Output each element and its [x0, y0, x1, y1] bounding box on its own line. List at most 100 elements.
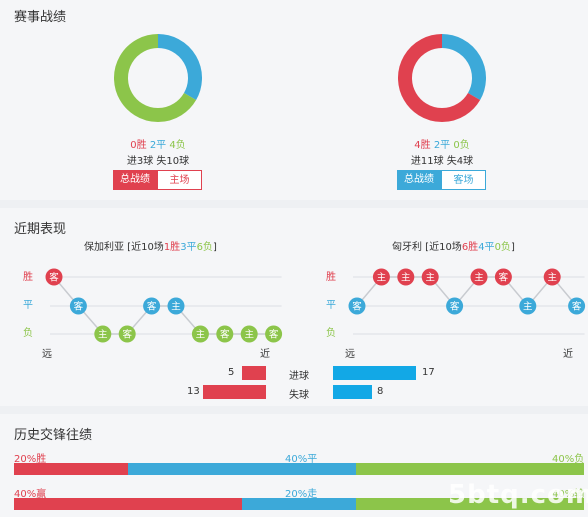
right-record-donut — [398, 34, 486, 122]
right-form-marker: 主 — [543, 268, 561, 286]
left-tab-home[interactable]: 主场 — [157, 170, 202, 190]
right-form-venue: 客 — [572, 301, 582, 313]
right-form-venue: 主 — [377, 272, 387, 284]
right-draw-count: 2平 — [433, 140, 451, 151]
left-summary-prefix: [近10场 — [124, 242, 164, 253]
history-row1-loss-bar — [356, 463, 584, 475]
left-goals-against-value: 13 — [187, 386, 200, 397]
left-recent-draws: 3平 — [180, 242, 197, 253]
goals-against-label: 失球 — [289, 390, 309, 401]
left-form-marker: 客 — [216, 325, 234, 343]
left-form-venue: 主 — [244, 329, 254, 341]
right-recent-losses: 0负 — [494, 242, 511, 253]
watermark: 5btq.com — [448, 480, 588, 510]
left-win-count: 0胜 — [130, 140, 147, 151]
right-goals-for-value: 17 — [422, 367, 435, 378]
left-form-marker: 客 — [45, 268, 63, 286]
history-row1-draw-label: 40%平 — [285, 454, 318, 465]
right-form-dot — [421, 268, 439, 286]
right-recent-wins: 6胜 — [461, 242, 479, 253]
left-form-marker: 客 — [118, 325, 136, 343]
right-loss-count: 0负 — [453, 140, 470, 151]
right-form-venue: 主 — [547, 272, 557, 284]
right-tab-total[interactable]: 总战绩 — [397, 170, 441, 190]
left-form-venue: 主 — [196, 329, 206, 341]
right-form-venue: 客 — [499, 272, 509, 284]
right-form-marker: 主 — [519, 297, 537, 315]
left-form-dot — [69, 297, 87, 315]
left-form-venue: 主 — [98, 329, 108, 341]
left-recent-summary: 保加利亚 [近10场1胜3平6负] — [84, 238, 217, 253]
right-form-marker: 客 — [494, 268, 512, 286]
right-summary-suffix: ] — [510, 242, 515, 253]
right-form-dot — [494, 268, 512, 286]
left-form-line — [53, 276, 274, 335]
right-summary-prefix: [近10场 — [422, 242, 462, 253]
left-x-near: 近 — [260, 347, 270, 360]
history-row1-win-label: 20%胜 — [14, 454, 47, 465]
left-form-marker: 客 — [265, 325, 283, 343]
right-x-near: 近 — [563, 347, 573, 360]
right-form-venue: 主 — [474, 272, 484, 284]
right-form-dot — [446, 297, 464, 315]
left-form-marker: 主 — [240, 325, 258, 343]
right-goals-for-bar — [333, 366, 416, 380]
left-form-dot — [118, 325, 136, 343]
right-form-venue: 主 — [523, 301, 533, 313]
left-form-dot — [191, 325, 209, 343]
left-goals-for-value: 5 — [228, 367, 235, 378]
right-form-dot — [397, 268, 415, 286]
history-row2-push-bar — [242, 498, 356, 510]
right-form-dot — [348, 297, 366, 315]
right-form-marker: 客 — [446, 297, 464, 315]
left-goals: 进3球 失10球 — [126, 156, 190, 167]
left-form-dot — [143, 297, 161, 315]
right-donut-blue-segment — [441, 34, 486, 100]
right-form-marker: 客 — [348, 297, 366, 315]
history-row2-push-label: 20%走 — [285, 489, 318, 500]
left-x-far: 远 — [42, 348, 52, 360]
history-row2-loss-bar — [356, 498, 584, 510]
right-form-venue: 主 — [401, 272, 411, 284]
right-form-dot — [372, 268, 390, 286]
right-tab-away[interactable]: 客场 — [441, 170, 486, 190]
section-title-record: 赛事战绩 — [14, 10, 67, 25]
left-team-name: 保加利亚 — [84, 242, 124, 253]
left-y-draw: 平 — [23, 300, 33, 311]
left-form-marker: 客 — [143, 297, 161, 315]
left-form-marker: 主 — [167, 297, 185, 315]
right-form-marker: 主 — [372, 268, 390, 286]
left-draw-count: 2平 — [149, 140, 167, 151]
right-form-marker: 主 — [421, 268, 439, 286]
right-goals-against-value: 8 — [377, 386, 384, 397]
section-title-recent: 近期表现 — [14, 222, 67, 237]
left-form-venue: 主 — [171, 301, 181, 313]
left-form-venue: 客 — [220, 329, 230, 341]
left-y-loss: 负 — [23, 326, 33, 339]
right-form-marker: 主 — [397, 268, 415, 286]
history-panel: 历史交锋往绩 20%胜 40%平 40%负 40%赢 20%走 40%输 5bt… — [0, 414, 588, 517]
left-donut-blue-segment — [157, 34, 202, 100]
left-form-marker: 主 — [191, 325, 209, 343]
left-form-venue: 客 — [269, 329, 279, 341]
left-form-venue: 客 — [74, 301, 84, 313]
left-tab-total[interactable]: 总战绩 — [113, 170, 157, 190]
right-wdl: 4胜 2平 0负 — [402, 136, 482, 151]
right-recent-draws: 4平 — [478, 242, 495, 253]
right-form-dot — [543, 268, 561, 286]
left-form-chart: 客客主 客客 主主客主客 — [45, 268, 283, 343]
left-form-dot — [94, 325, 112, 343]
section-title-history: 历史交锋往绩 — [14, 428, 93, 443]
right-x-far: 远 — [345, 348, 355, 360]
right-y-draw: 平 — [326, 300, 336, 311]
history-row1-loss-label: 40%负 — [552, 454, 585, 465]
left-summary-suffix: ] — [212, 242, 217, 253]
right-form-dot — [470, 268, 488, 286]
right-form-venue: 客 — [352, 301, 362, 313]
left-recent-losses: 6负 — [196, 242, 213, 253]
right-donut-red-segment — [398, 34, 481, 122]
right-team-name: 匈牙利 — [392, 242, 422, 253]
right-recent-summary: 匈牙利 [近10场6胜4平0负] — [392, 238, 515, 253]
right-y-win: 胜 — [326, 271, 336, 283]
right-axis-labels: 胜 平 负 远 近 — [326, 271, 573, 360]
